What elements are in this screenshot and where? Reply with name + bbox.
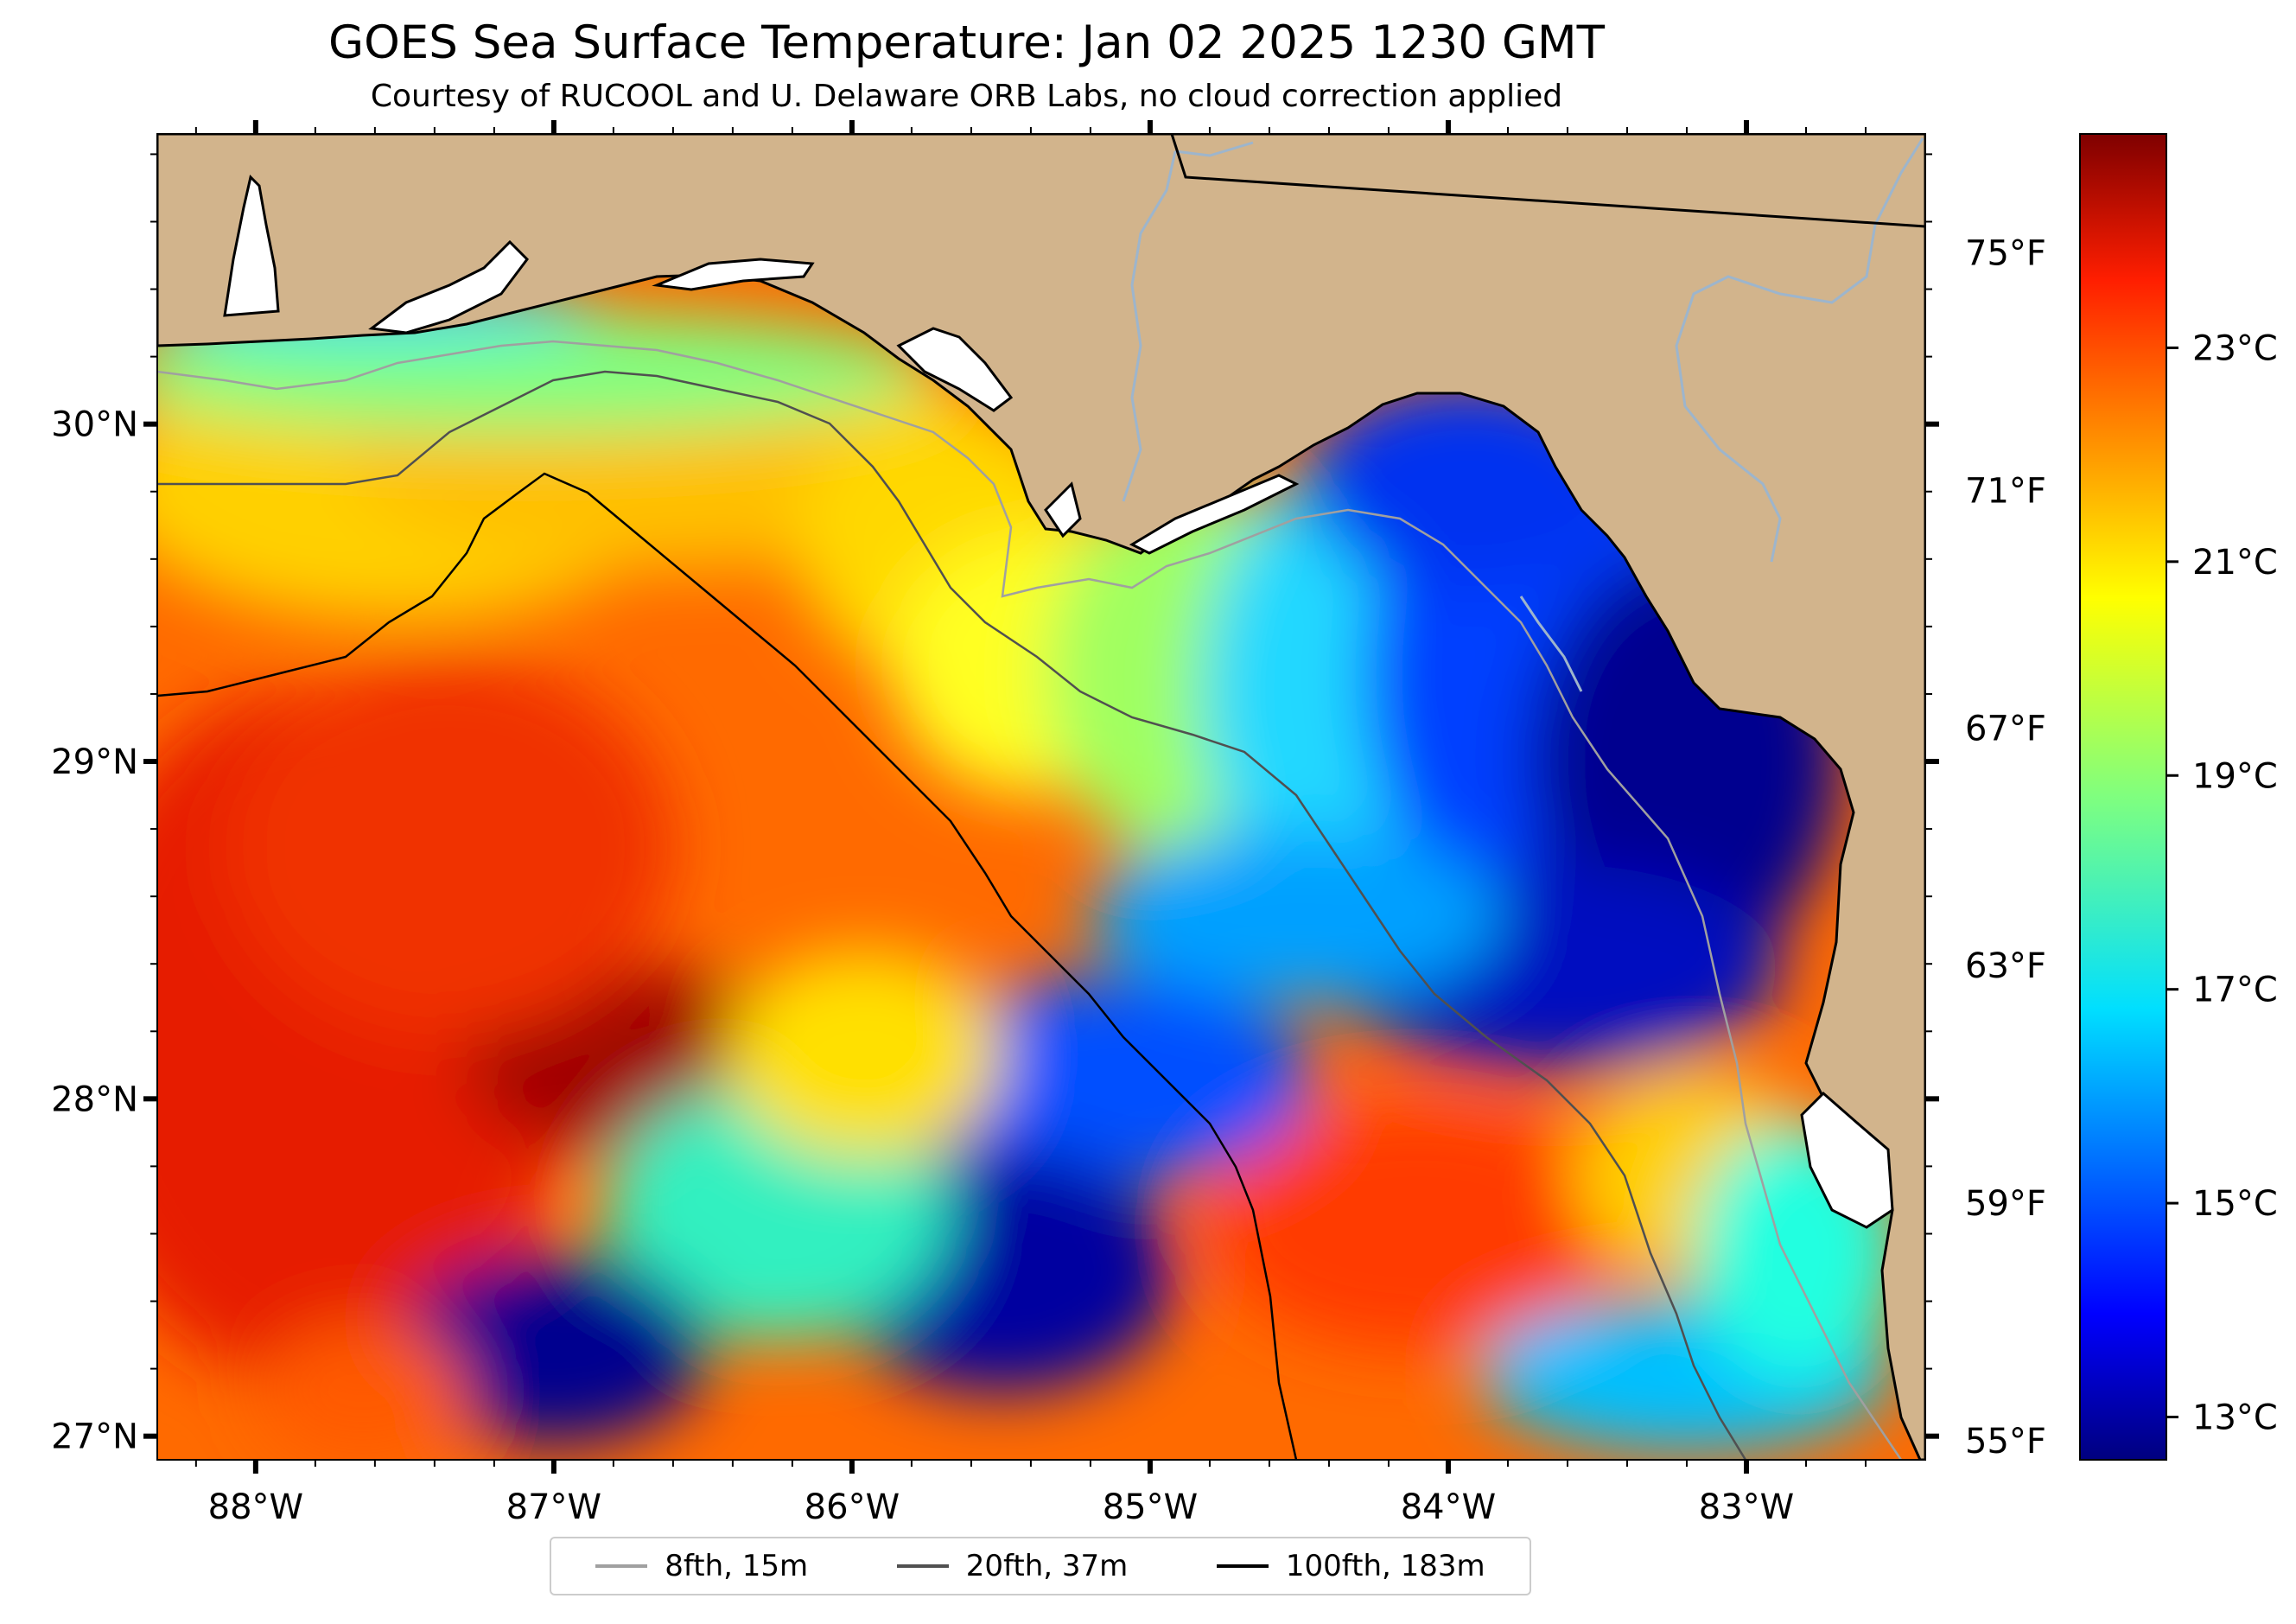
longitude-ticks: 88°W 87°W 86°W 85°W 84°W 83°W bbox=[194, 120, 1867, 1527]
legend-item-8fth: 8fth, 15m bbox=[595, 1549, 808, 1583]
colorbar bbox=[2079, 133, 2167, 1461]
colorbar-tick-label: 23°C bbox=[2192, 328, 2278, 368]
fahrenheit-tick-label: 59°F bbox=[1965, 1184, 2046, 1224]
legend-line-8fth bbox=[595, 1564, 648, 1568]
fahrenheit-tick-label: 75°F bbox=[1965, 233, 2046, 273]
fahrenheit-ticks: 75°F 71°F 67°F 63°F 59°F 55°F bbox=[1965, 233, 2046, 1462]
contour-8fth bbox=[157, 340, 1903, 1460]
contour-100fth bbox=[157, 472, 1298, 1460]
legend-line-100fth bbox=[1216, 1564, 1269, 1568]
legend-label-8fth: 8fth, 15m bbox=[665, 1549, 809, 1583]
lon-tick-label: 85°W bbox=[1103, 1487, 1198, 1527]
land-mass bbox=[157, 134, 1925, 1460]
colorbar-tick-label: 21°C bbox=[2192, 543, 2278, 583]
contour-legend: 8fth, 15m 20fth, 37m 100fth, 183m bbox=[550, 1537, 1531, 1595]
legend-item-20fth: 20fth, 37m bbox=[896, 1549, 1129, 1583]
pensacola-bay bbox=[368, 239, 529, 334]
lat-tick-label: 27°N bbox=[51, 1417, 138, 1457]
plot-frame bbox=[156, 133, 1926, 1461]
colorbar-tick-label: 15°C bbox=[2192, 1184, 2278, 1224]
apalachee-bay-strip bbox=[1129, 474, 1300, 555]
fahrenheit-tick-label: 71°F bbox=[1965, 471, 2046, 511]
lon-tick-label: 83°W bbox=[1699, 1487, 1794, 1527]
state-border bbox=[1170, 134, 1925, 228]
colorbar-tick-label: 13°C bbox=[2192, 1398, 2278, 1438]
apalachicola-bay bbox=[1044, 481, 1082, 538]
map-title: GOES Sea Surface Temperature: Jan 02 202… bbox=[328, 16, 1605, 69]
mobile-bay bbox=[223, 175, 280, 317]
lat-tick-label: 30°N bbox=[51, 405, 138, 445]
legend-label-100fth: 100fth, 183m bbox=[1285, 1549, 1485, 1583]
fahrenheit-tick-label: 63°F bbox=[1965, 946, 2046, 986]
st-andrews-bay bbox=[896, 327, 1014, 412]
lon-tick-label: 87°W bbox=[506, 1487, 601, 1527]
legend-label-20fth: 20fth, 37m bbox=[965, 1549, 1129, 1583]
tampa-bay bbox=[1800, 1091, 1894, 1229]
lon-tick-label: 86°W bbox=[805, 1487, 900, 1527]
lon-tick-label: 84°W bbox=[1401, 1487, 1496, 1527]
colorbar-tick-label: 19°C bbox=[2192, 756, 2278, 796]
legend-item-100fth: 100fth, 183m bbox=[1216, 1549, 1485, 1583]
latitude-ticks: 27°N 28°N 29°N 30°N bbox=[51, 153, 1939, 1457]
fahrenheit-tick-label: 67°F bbox=[1965, 709, 2046, 748]
fahrenheit-tick-label: 55°F bbox=[1965, 1422, 2046, 1462]
choctawhatchee-bay bbox=[652, 258, 815, 291]
legend-line-20fth bbox=[896, 1564, 949, 1568]
lat-tick-label: 29°N bbox=[51, 742, 138, 782]
map-subtitle: Courtesy of RUCOOL and U. Delaware ORB L… bbox=[370, 79, 1563, 114]
contour-20fth bbox=[157, 370, 1747, 1460]
lon-tick-label: 88°W bbox=[208, 1487, 303, 1527]
lat-tick-label: 28°N bbox=[51, 1079, 138, 1119]
colorbar-ticks: 23°C 21°C 19°C 17°C 15°C 13°C bbox=[2166, 328, 2278, 1438]
rivers bbox=[1122, 137, 1924, 692]
colorbar-tick-label: 17°C bbox=[2192, 971, 2278, 1010]
